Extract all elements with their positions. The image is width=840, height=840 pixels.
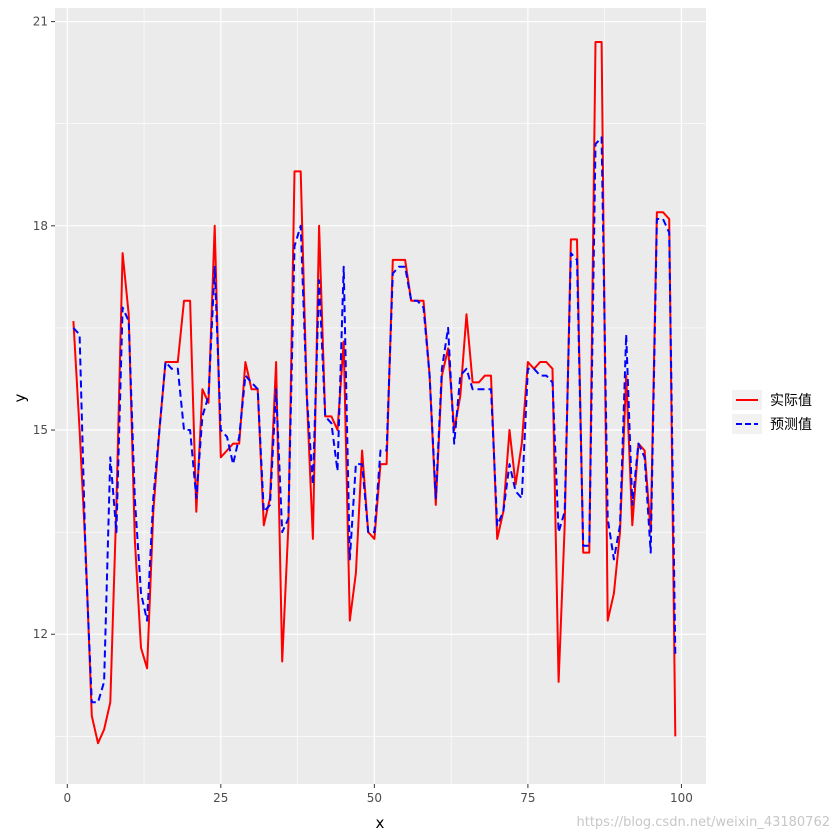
x-tick-label: 100 [670,791,693,805]
x-tick-label: 25 [213,791,228,805]
series-line-1 [72,41,677,745]
y-tick-label: 18 [33,219,48,233]
series-layer [72,41,677,745]
x-tick-label: 50 [367,791,382,805]
x-axis: 0 25 50 75 100 [63,784,693,805]
x-tick-label: 75 [520,791,535,805]
x-tick-label: 0 [63,791,71,805]
y-axis: 12 15 18 21 [33,15,55,641]
major-gridlines [55,8,706,784]
y-tick-label: 21 [33,15,48,29]
y-tick-label: 12 [33,627,48,641]
y-tick-label: 15 [33,423,48,437]
legend-label: 预测值 [770,417,812,433]
watermark-text: https://blog.csdn.net/weixin_43180762 [576,815,830,830]
legend-label: 实际值 [770,393,812,409]
y-axis-title: y [11,393,29,402]
series-line-2 [72,136,677,704]
x-axis-title: x [376,814,385,832]
panel-background [55,8,706,784]
